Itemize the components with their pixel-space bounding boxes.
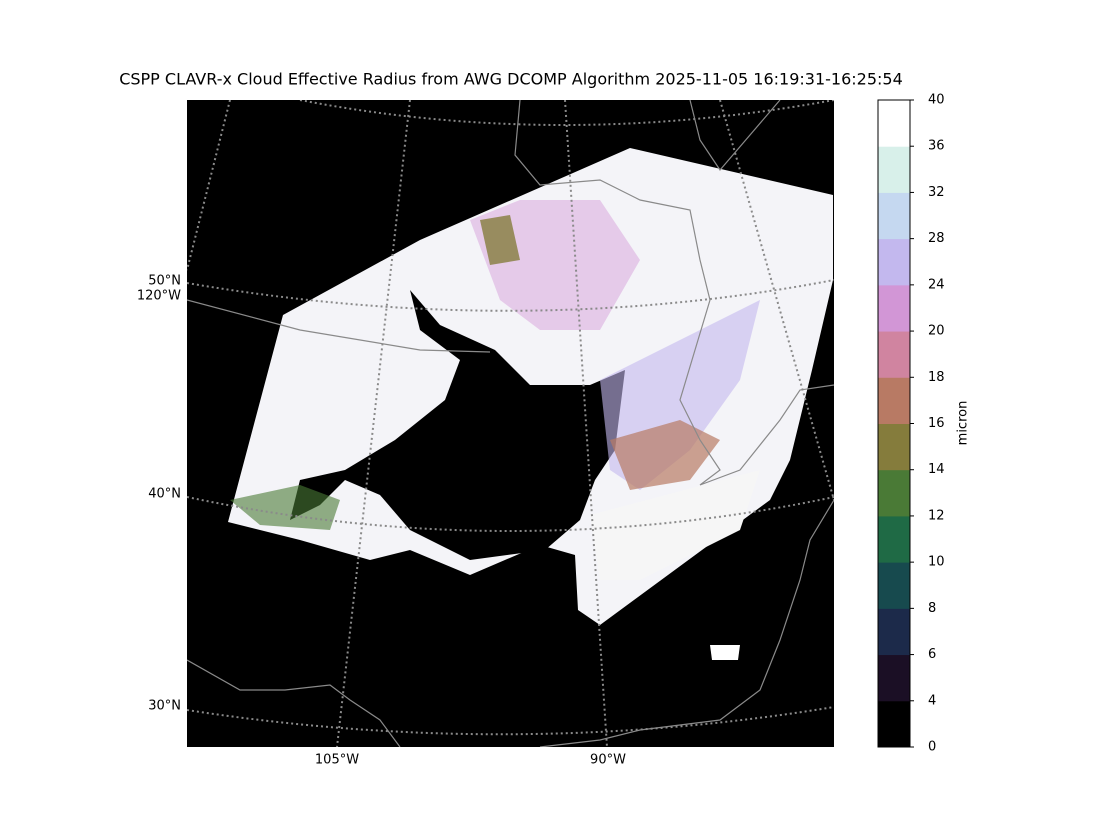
colorbar-tick-label: 32: [928, 185, 945, 200]
colorbar-tick-label: 6: [928, 647, 936, 662]
border: [187, 659, 401, 747]
cloud-olive: [480, 215, 520, 265]
cloud-band: [590, 470, 760, 580]
colorbar-tick-label: 40: [928, 93, 945, 108]
lat-label: 30°N: [148, 699, 181, 714]
cloud-warm: [610, 420, 720, 490]
colorbar-segment: [878, 100, 910, 147]
colorbar: 0 4 6 8 10 12 14 16 18 20 24 28 32 36 40: [877, 93, 945, 755]
colorbar-segment: [878, 515, 910, 563]
map-title: CSPP CLAVR-x Cloud Effective Radius from…: [119, 70, 903, 89]
lon-label: 105°W: [315, 753, 359, 768]
cloud-patch: [710, 645, 740, 660]
lat-label: 40°N: [148, 487, 181, 502]
colorbar-tick-label: 20: [928, 324, 945, 339]
colorbar-tick-label: 16: [928, 416, 945, 431]
grid-line: [187, 706, 834, 736]
colorbar-segment: [878, 469, 910, 517]
colorbar-segment: [878, 423, 910, 471]
colorbar-segment: [878, 284, 910, 332]
colorbar-tick-label: 24: [928, 277, 945, 292]
grid-line: [187, 279, 834, 312]
colorbar-segment: [878, 238, 910, 286]
grid-line: [187, 496, 834, 532]
cloud-green: [230, 485, 340, 530]
lon-label: 90°W: [590, 753, 626, 768]
colorbar-segment: [878, 331, 910, 378]
grid-line: [299, 100, 834, 126]
grid-line: [187, 100, 231, 271]
grid-line: [719, 100, 834, 501]
colorbar-tick-label: 14: [928, 462, 945, 477]
map-area: [187, 100, 834, 747]
colorbar-segment: [878, 700, 910, 748]
colorbar-tick-label: 4: [928, 693, 936, 708]
grid-line: [336, 100, 411, 747]
colorbar-tick-label: 8: [928, 601, 936, 616]
grid-line: [564, 100, 608, 747]
border: [514, 100, 834, 486]
colorbar-tick-label: 28: [928, 231, 945, 246]
colorbar-segment: [878, 562, 910, 609]
colorbar-label: micron: [956, 401, 971, 446]
colorbar-tick-label: 0: [928, 740, 936, 755]
colorbar-tick-label: 18: [928, 370, 945, 385]
coastline: [539, 499, 834, 747]
colorbar-segment: [878, 146, 910, 193]
colorbar-tick-label: 10: [928, 555, 945, 570]
lon-label: 120°W: [137, 289, 181, 304]
colorbar-segment: [878, 192, 910, 240]
colorbar-tick-label: 12: [928, 508, 945, 523]
colorbar-tick-label: 36: [928, 139, 945, 154]
colorbar-segment: [878, 608, 910, 656]
lat-label: 50°N: [148, 274, 181, 289]
colorbar-segment: [878, 377, 910, 424]
colorbar-segment: [878, 654, 910, 702]
clear-sky: [290, 290, 625, 560]
border: [187, 299, 491, 353]
